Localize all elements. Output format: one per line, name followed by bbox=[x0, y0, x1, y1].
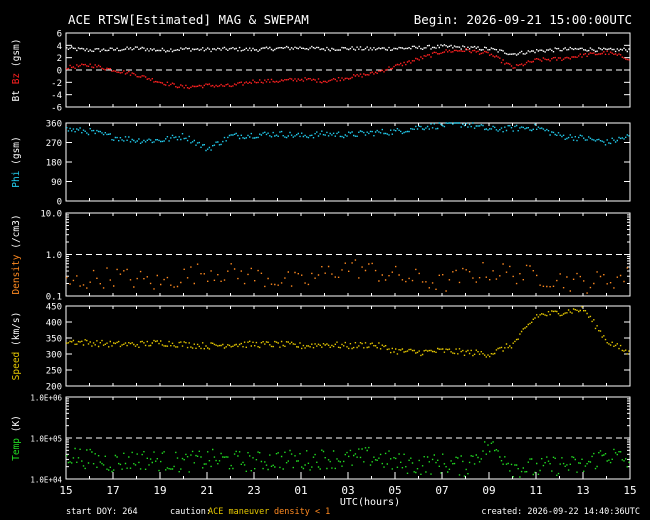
y-axis-label-part: Temp bbox=[11, 438, 22, 461]
y-tick-label: 0 bbox=[57, 67, 62, 77]
y-tick-label: 0.1 bbox=[46, 293, 62, 303]
y-tick-label: 360 bbox=[46, 120, 62, 130]
y-axis-label-part: Bt bbox=[11, 90, 22, 101]
footer-caution-density: density < 1 bbox=[274, 507, 330, 517]
y-tick-label: 90 bbox=[51, 178, 62, 188]
x-tick-label: 13 bbox=[576, 484, 589, 497]
y-axis-label: Phi (gsm) bbox=[11, 136, 22, 188]
y-tick-label: 1.0E+05 bbox=[30, 435, 62, 444]
y-tick-label: 1.0 bbox=[46, 251, 62, 261]
x-tick-label: 01 bbox=[294, 484, 307, 497]
chart-panels: 6 4 2 0 -2 -4 -6 Bt Bz (gsm) 360 270 180 90 0 Phi (gs… bbox=[11, 30, 637, 509]
y-tick-label: 1.0E+04 bbox=[30, 476, 62, 485]
y-axis-label-part: (km/s) bbox=[11, 312, 22, 352]
x-tick-label: 23 bbox=[247, 484, 260, 497]
y-tick-label: -6 bbox=[51, 104, 62, 114]
y-axis-label-part: Bz bbox=[11, 73, 22, 90]
series-density bbox=[66, 259, 628, 294]
y-axis-label-part: (/cm3) bbox=[11, 214, 22, 254]
begin-time: Begin: 2026-09-21 15:00:00UTC bbox=[414, 12, 632, 27]
series-bz bbox=[66, 48, 630, 90]
x-tick-label: 09 bbox=[482, 484, 495, 497]
footer-start-doy: start DOY: 264 bbox=[66, 507, 138, 517]
y-tick-label: -2 bbox=[51, 79, 62, 89]
y-axis-label-part: Phi bbox=[11, 170, 22, 187]
y-tick-label: 350 bbox=[46, 335, 62, 345]
y-tick-label: 400 bbox=[46, 319, 62, 329]
y-tick-label: 180 bbox=[46, 159, 62, 169]
x-tick-label: 11 bbox=[529, 484, 542, 497]
y-tick-label: 6 bbox=[57, 30, 62, 40]
series-bt bbox=[66, 44, 630, 56]
y-tick-label: 10.0 bbox=[40, 210, 62, 220]
x-tick-label: 21 bbox=[200, 484, 213, 497]
y-axis-label: Bt Bz (gsm) bbox=[11, 39, 22, 102]
series-temp bbox=[66, 441, 630, 478]
y-axis-label-part: (gsm) bbox=[11, 136, 22, 170]
x-tick-label: 17 bbox=[106, 484, 119, 497]
y-tick-label: 4 bbox=[57, 42, 62, 52]
y-tick-label: 250 bbox=[46, 367, 62, 377]
y-axis-label-part: Speed bbox=[11, 352, 22, 381]
y-axis-label: Speed (km/s) bbox=[11, 312, 22, 381]
y-tick-label: 1.0E+06 bbox=[30, 394, 62, 403]
x-axis-label: UTC(hours) bbox=[340, 497, 400, 508]
footer-caution-label: caution: bbox=[170, 507, 211, 517]
series-phi bbox=[66, 122, 630, 152]
y-tick-label: 270 bbox=[46, 139, 62, 149]
chart-title: ACE RTSW[Estimated] MAG & SWEPAM bbox=[68, 12, 309, 27]
x-tick-label: 19 bbox=[153, 484, 166, 497]
y-tick-label: -4 bbox=[51, 91, 62, 101]
y-tick-label: 450 bbox=[46, 303, 62, 313]
y-tick-label: 300 bbox=[46, 351, 62, 361]
y-axis-label: Density (/cm3) bbox=[11, 214, 22, 294]
y-tick-label: 200 bbox=[46, 383, 62, 393]
y-tick-label: 2 bbox=[57, 54, 62, 64]
y-axis-label: Temp (K) bbox=[11, 415, 22, 461]
x-tick-label: 07 bbox=[435, 484, 448, 497]
footer-created: created: 2026-09-22 14:40:36UTC bbox=[481, 507, 640, 517]
series-speed bbox=[66, 306, 630, 358]
y-axis-label-part: Density bbox=[11, 254, 22, 294]
x-tick-label: 05 bbox=[388, 484, 401, 497]
x-tick-label: 15 bbox=[623, 484, 636, 497]
y-axis-label-part: (K) bbox=[11, 415, 22, 438]
y-axis-label-part: (gsm) bbox=[11, 39, 22, 73]
y-tick-label: 0 bbox=[57, 198, 62, 208]
x-tick-label: 15 bbox=[59, 484, 72, 497]
x-tick-label: 03 bbox=[341, 484, 354, 497]
footer-caution-maneuver: ACE maneuver bbox=[208, 507, 269, 517]
